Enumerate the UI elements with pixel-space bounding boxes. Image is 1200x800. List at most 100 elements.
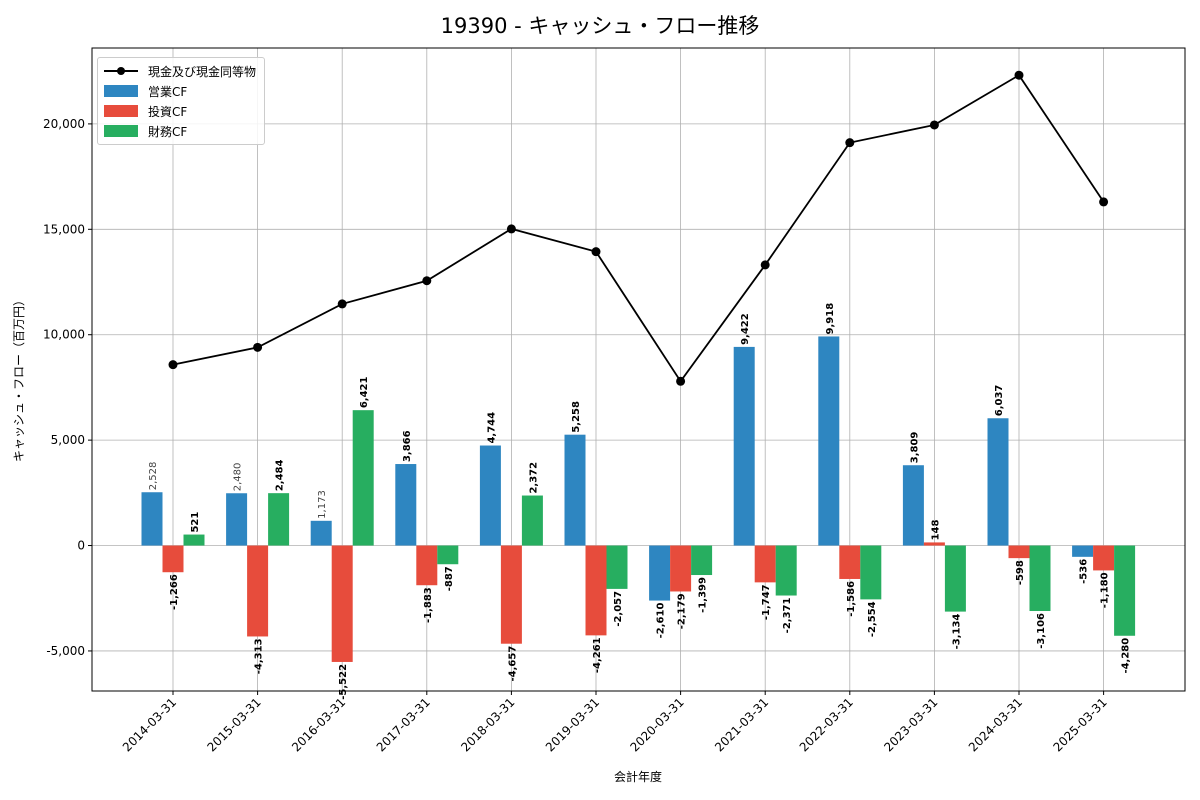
bar-1 (923, 542, 945, 546)
data-label: 2,480 (233, 463, 244, 492)
legend-swatch-investing (104, 105, 138, 117)
data-label: -2,554 (867, 601, 878, 637)
x-tick-label: 2014-03-31 (120, 695, 179, 754)
cash-point (168, 360, 178, 370)
data-label: 6,421 (359, 376, 370, 408)
data-label: -2,179 (677, 593, 688, 629)
data-label: -1,266 (169, 574, 180, 610)
data-label: 148 (930, 519, 941, 540)
x-tick-label: 2021-03-31 (712, 695, 771, 754)
bar-0 (649, 545, 671, 601)
data-label: -2,371 (782, 597, 793, 633)
x-tick-label: 2016-03-31 (289, 695, 348, 754)
x-tick-label: 2025-03-31 (1051, 695, 1110, 754)
x-tick-label: 2018-03-31 (458, 695, 517, 754)
cash-point (591, 247, 601, 257)
bar-2 (606, 545, 628, 589)
data-label: -4,313 (254, 638, 265, 674)
legend-item-investing-cf: 投資CF (104, 101, 256, 121)
data-label: 9,422 (740, 313, 751, 345)
data-label: -3,106 (1036, 613, 1047, 649)
data-label: 5,258 (571, 401, 582, 433)
cash-point (760, 260, 770, 270)
y-tick-label: -5,000 (46, 644, 85, 658)
bar-1 (585, 545, 607, 636)
data-label: -598 (1015, 560, 1026, 585)
bar-2 (1029, 545, 1051, 612)
data-label: -2,610 (656, 603, 667, 639)
data-label: -1,586 (846, 581, 857, 617)
data-label: 3,866 (402, 430, 413, 462)
data-label: -887 (444, 566, 455, 591)
data-label: 4,744 (486, 412, 497, 444)
x-tick-label: 2015-03-31 (205, 695, 264, 754)
data-label: 2,484 (275, 459, 286, 491)
bar-2 (183, 534, 205, 546)
legend-item-financing-cf: 財務CF (104, 121, 256, 141)
y-tick-label: 5,000 (51, 433, 85, 447)
legend-label-investing-cf: 投資CF (148, 104, 188, 119)
bar-1 (839, 545, 861, 579)
bar-0 (395, 464, 417, 546)
y-tick-label: 0 (77, 539, 85, 553)
bar-2 (268, 493, 290, 546)
x-tick-label: 2019-03-31 (543, 695, 602, 754)
data-label: -1,883 (423, 587, 434, 623)
data-label: -536 (1079, 559, 1090, 584)
data-label: 1,173 (317, 490, 328, 519)
bar-2 (775, 545, 797, 596)
legend-label-financing-cf: 財務CF (148, 124, 188, 139)
data-label: -4,657 (507, 646, 518, 682)
data-label: 521 (190, 512, 201, 533)
cash-point (1099, 197, 1109, 207)
bar-2 (860, 545, 882, 600)
bar-1 (500, 545, 522, 644)
bar-2 (352, 410, 374, 546)
cash-point (676, 376, 686, 386)
bar-1 (1008, 545, 1030, 559)
cash-point (506, 224, 516, 234)
bar-0 (310, 520, 332, 546)
y-axis-label: キャッシュ・フロー（百万円） (12, 293, 26, 463)
bar-2 (1114, 545, 1136, 636)
data-label: -5,522 (338, 664, 349, 700)
bar-1 (162, 545, 184, 573)
data-label: -1,399 (698, 577, 709, 613)
data-label: -2,057 (613, 591, 624, 627)
bar-1 (670, 545, 692, 592)
bar-1 (1093, 545, 1115, 571)
bar-0 (564, 434, 586, 546)
bar-0 (479, 445, 501, 546)
bar-2 (521, 495, 543, 546)
x-tick-label: 2024-03-31 (966, 695, 1025, 754)
legend-swatch-financing (104, 125, 138, 137)
bar-0 (818, 336, 840, 546)
bar-1 (331, 545, 353, 662)
bar-1 (247, 545, 269, 637)
data-label: 6,037 (994, 385, 1005, 417)
x-tick-label: 2022-03-31 (797, 695, 856, 754)
x-tick-label: 2023-03-31 (881, 695, 940, 754)
chart-title: 19390 - キャッシュ・フロー推移 (440, 14, 760, 38)
legend-line-marker-icon (104, 65, 138, 77)
legend-item-operating-cf: 営業CF (104, 81, 256, 101)
legend-label-cash: 現金及び現金同等物 (148, 64, 257, 79)
legend-label-operating-cf: 営業CF (148, 84, 188, 99)
cash-point (845, 138, 855, 148)
legend-swatch-operating (104, 85, 138, 97)
x-tick-label: 2020-03-31 (628, 695, 687, 754)
x-axis-label: 会計年度 (613, 770, 662, 784)
bar-1 (416, 545, 438, 586)
cash-point (422, 276, 432, 286)
bar-0 (902, 465, 924, 546)
cash-point (929, 120, 939, 130)
legend-item-cash: 現金及び現金同等物 (104, 61, 256, 81)
bar-0 (733, 346, 755, 546)
bar-0 (987, 418, 1009, 546)
bar-0 (1072, 545, 1094, 557)
y-tick-label: 15,000 (43, 222, 85, 236)
data-label: 2,372 (528, 462, 539, 494)
y-tick-label: 10,000 (43, 328, 85, 342)
data-label: 3,809 (909, 432, 920, 464)
